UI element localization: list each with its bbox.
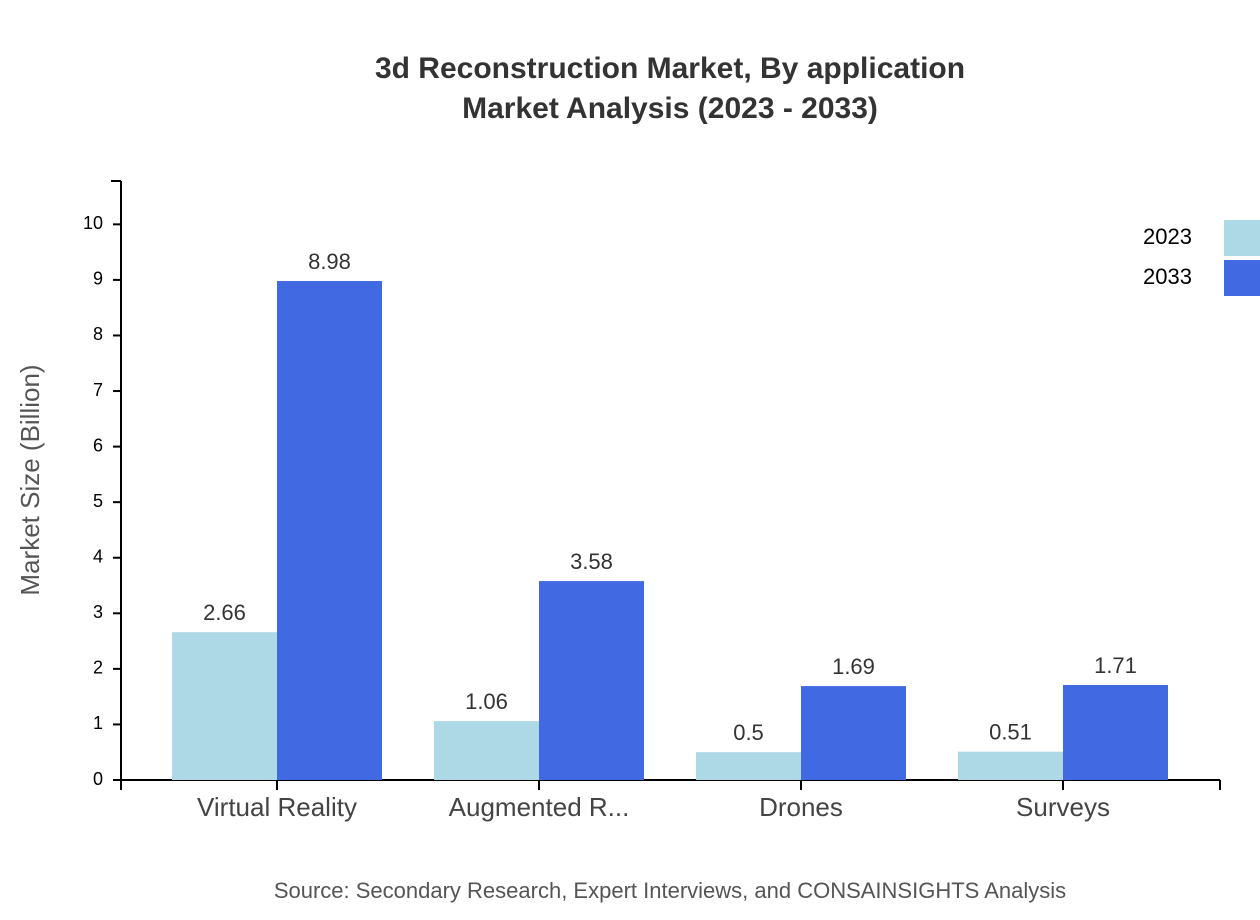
- y-tick-label: 6: [93, 435, 103, 455]
- bar: [172, 632, 277, 780]
- bar: [539, 581, 644, 780]
- bar-value-label: 1.71: [1094, 653, 1137, 678]
- legend-swatch: [1224, 260, 1260, 296]
- y-tick-label: 4: [93, 546, 103, 566]
- y-tick-label: 7: [93, 380, 103, 400]
- chart-title: 3d Reconstruction Market, By application: [375, 52, 965, 85]
- x-tick-label: Augmented R...: [449, 792, 630, 822]
- bar: [801, 686, 906, 780]
- y-tick-label: 8: [93, 324, 103, 344]
- bar-value-label: 2.66: [203, 600, 246, 625]
- source-note: Source: Secondary Research, Expert Inter…: [274, 878, 1066, 903]
- x-tick-label: Drones: [759, 792, 843, 822]
- y-tick-label: 10: [83, 213, 103, 233]
- x-tick-label: Virtual Reality: [197, 792, 357, 822]
- x-tick-label: Surveys: [1016, 792, 1110, 822]
- bar-value-label: 8.98: [308, 249, 351, 274]
- bar-value-label: 1.69: [832, 654, 875, 679]
- y-tick-label: 2: [93, 658, 103, 678]
- legend-swatch: [1224, 220, 1260, 256]
- bar: [434, 721, 539, 780]
- chart-subtitle: Market Analysis (2023 - 2033): [462, 92, 878, 125]
- y-tick-label: 0: [93, 769, 103, 789]
- bar: [958, 751, 1063, 780]
- bar-value-label: 0.5: [733, 720, 764, 745]
- bar: [1063, 684, 1168, 780]
- y-tick-label: 3: [93, 602, 103, 622]
- legend-label: 2023: [1143, 224, 1192, 249]
- bar: [277, 281, 382, 780]
- bar-value-label: 0.51: [989, 719, 1032, 744]
- y-tick-label: 1: [93, 713, 103, 733]
- y-tick-label: 5: [93, 491, 103, 511]
- y-axis-label: Market Size (Billion): [15, 364, 45, 595]
- bar: [696, 752, 801, 780]
- bar-value-label: 1.06: [465, 689, 508, 714]
- legend-label: 2033: [1143, 264, 1192, 289]
- bar-value-label: 3.58: [570, 549, 613, 574]
- y-tick-label: 9: [93, 269, 103, 289]
